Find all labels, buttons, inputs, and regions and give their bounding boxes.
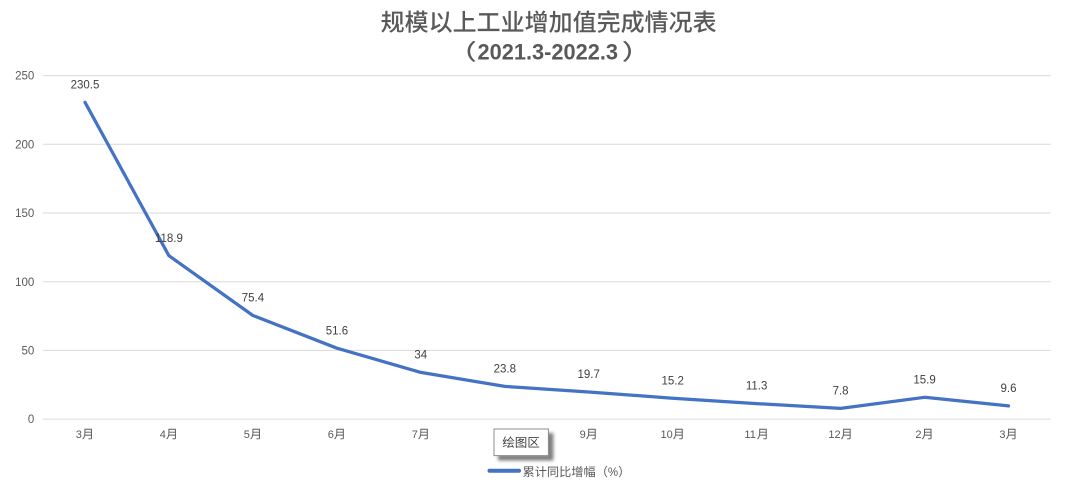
svg-text:11: 11 bbox=[744, 429, 755, 441]
svg-text:12: 12 bbox=[828, 429, 840, 441]
svg-text:7.8: 7.8 bbox=[833, 386, 849, 398]
svg-text:2021.3-2022.3: 2021.3-2022.3 bbox=[478, 40, 619, 65]
svg-text:250: 250 bbox=[15, 71, 34, 83]
svg-text:10: 10 bbox=[661, 429, 673, 441]
svg-text:23.8: 23.8 bbox=[494, 364, 516, 376]
svg-text:15.9: 15.9 bbox=[913, 374, 935, 386]
svg-text:%: % bbox=[608, 467, 618, 479]
svg-text:150: 150 bbox=[15, 208, 34, 220]
svg-text:230.5: 230.5 bbox=[71, 79, 100, 91]
svg-text:9: 9 bbox=[580, 429, 586, 441]
svg-text:6: 6 bbox=[328, 429, 334, 441]
svg-text:3: 3 bbox=[999, 429, 1005, 441]
svg-text:7: 7 bbox=[412, 429, 418, 441]
svg-text:118.9: 118.9 bbox=[155, 233, 183, 245]
svg-text:34: 34 bbox=[414, 350, 427, 362]
svg-text:100: 100 bbox=[15, 277, 34, 289]
svg-text:9.6: 9.6 bbox=[1001, 383, 1017, 395]
svg-text:50: 50 bbox=[22, 346, 35, 358]
svg-text:15.2: 15.2 bbox=[662, 375, 684, 387]
svg-text:4: 4 bbox=[160, 429, 166, 441]
svg-text:200: 200 bbox=[15, 139, 34, 151]
svg-text:51.6: 51.6 bbox=[326, 325, 348, 337]
svg-text:2: 2 bbox=[915, 429, 921, 441]
svg-text:75.4: 75.4 bbox=[242, 293, 265, 305]
svg-text:19.7: 19.7 bbox=[578, 369, 600, 381]
svg-text:3: 3 bbox=[76, 429, 82, 441]
svg-text:5: 5 bbox=[244, 429, 250, 441]
svg-text:11.3: 11.3 bbox=[746, 381, 768, 393]
svg-text:0: 0 bbox=[28, 414, 34, 426]
